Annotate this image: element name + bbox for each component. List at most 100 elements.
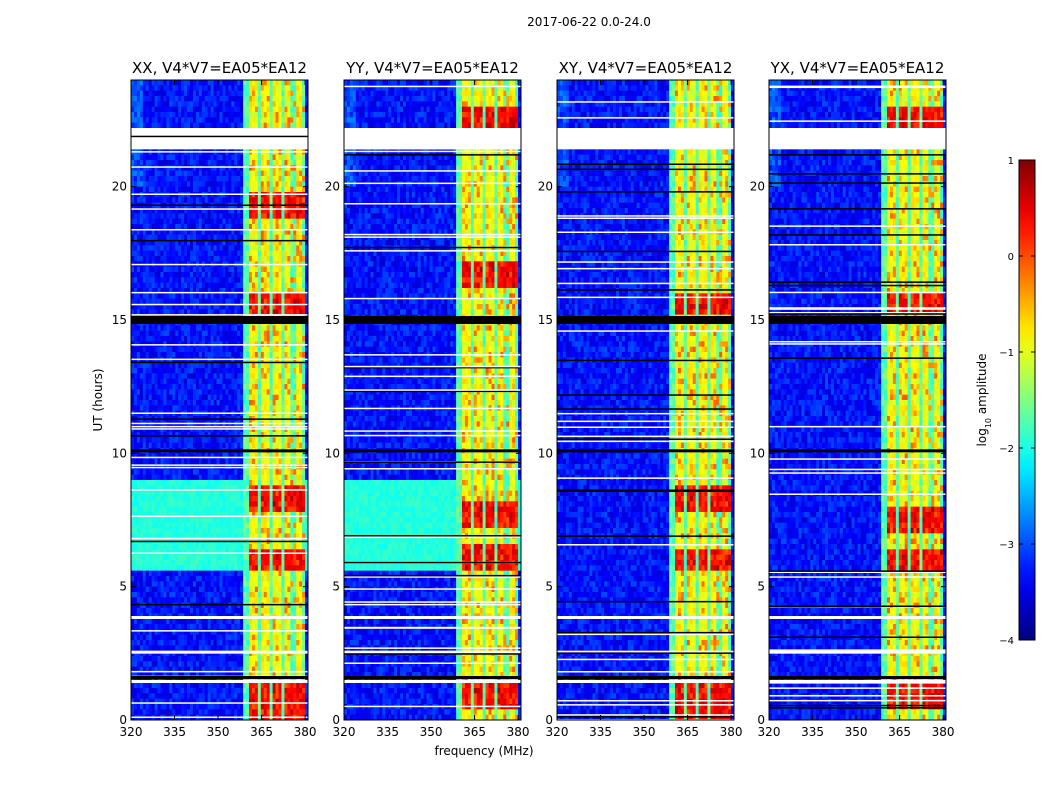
heatmap-cell — [145, 181, 150, 188]
heatmap-cell — [198, 405, 203, 412]
heatmap-cell — [216, 186, 220, 193]
heatmap-cell — [293, 336, 297, 342]
heatmap-cell — [287, 117, 291, 124]
heatmap-cell — [284, 362, 288, 369]
heatmap-cell — [243, 394, 247, 401]
heatmap-cell — [142, 512, 147, 518]
heatmap-cell — [195, 506, 200, 513]
heatmap-cell — [219, 453, 223, 460]
heatmap-cell — [251, 330, 256, 337]
heatmap-cell — [251, 512, 256, 518]
heatmap-cell — [178, 490, 182, 497]
heatmap-cell — [201, 266, 206, 273]
heatmap-cell — [254, 373, 259, 380]
heatmap-cell — [184, 309, 188, 316]
heatmap-cell — [216, 245, 220, 252]
heatmap-cell — [219, 80, 223, 86]
heatmap-cell — [216, 346, 220, 353]
heatmap-cell — [281, 458, 285, 465]
heatmap-cell — [172, 101, 176, 108]
heatmap-cell — [139, 229, 144, 236]
heatmap-cell — [184, 122, 188, 129]
heatmap-cell — [139, 384, 144, 390]
heatmap-cell — [278, 293, 282, 300]
heatmap-cell — [192, 80, 197, 86]
heatmap-cell — [254, 352, 259, 358]
heatmap-cell — [190, 101, 194, 108]
heatmap-cell — [260, 112, 265, 118]
heatmap-cell — [216, 197, 220, 204]
heatmap-cell — [136, 181, 141, 188]
heatmap-cell — [305, 304, 308, 310]
heatmap-cell — [249, 154, 253, 161]
heatmap-cell — [145, 101, 150, 108]
heatmap-cell — [219, 208, 223, 214]
heatmap-cell — [260, 101, 265, 108]
heatmap-cell — [237, 490, 241, 497]
heatmap-cell — [207, 181, 212, 188]
heatmap-cell — [234, 272, 238, 278]
heatmap-cell — [260, 96, 265, 102]
heatmap-cell — [139, 90, 144, 97]
heatmap-cell — [222, 512, 226, 518]
heatmap-cell — [154, 394, 158, 401]
heatmap-cell — [187, 480, 191, 486]
heatmap-cell — [163, 506, 167, 513]
heatmap-cell — [213, 517, 217, 524]
heatmap-cell — [169, 256, 173, 262]
heatmap-cell — [187, 432, 191, 438]
heatmap-cell — [287, 352, 291, 358]
heatmap-cell — [246, 405, 250, 412]
heatmap-cell — [237, 160, 241, 166]
heatmap-cell — [293, 240, 297, 246]
heatmap-cell — [305, 165, 308, 172]
heatmap-cell — [181, 85, 185, 92]
heatmap-cell — [151, 256, 155, 262]
heatmap-cell — [151, 101, 155, 108]
heatmap-cell — [260, 85, 265, 92]
heatmap-cell — [136, 240, 141, 246]
heatmap-cell — [190, 437, 194, 444]
heatmap-cell — [305, 480, 308, 486]
heatmap-cell — [237, 245, 241, 252]
heatmap-cell — [272, 85, 276, 92]
heatmap-cell — [198, 218, 203, 225]
heatmap-cell — [142, 90, 147, 97]
heatmap-cell — [290, 330, 294, 337]
heatmap-cell — [145, 160, 150, 166]
heatmap-cell — [257, 485, 262, 492]
heatmap-cell — [133, 240, 138, 246]
heatmap-cell — [157, 442, 161, 449]
heatmap-cell — [254, 453, 259, 460]
heatmap-cell — [190, 282, 194, 289]
heatmap-cell — [216, 112, 220, 118]
heatmap-cell — [305, 117, 308, 124]
heatmap-cell — [187, 122, 191, 129]
heatmap-cell — [240, 389, 244, 396]
heatmap-cell — [293, 165, 297, 172]
heatmap-cell — [228, 480, 232, 486]
heatmap-cell — [290, 272, 294, 278]
heatmap-cell — [213, 330, 217, 337]
heatmap-cell — [284, 106, 288, 113]
heatmap-cell — [246, 432, 250, 438]
heatmap-cell — [290, 256, 294, 262]
heatmap-cell — [228, 330, 232, 337]
heatmap-cell — [243, 256, 247, 262]
heatmap-cell — [204, 117, 209, 124]
heatmap-cell — [290, 506, 294, 513]
heatmap-cell — [251, 85, 256, 92]
heatmap-cell — [145, 106, 150, 113]
heatmap-cell — [284, 181, 288, 188]
heatmap-cell — [263, 458, 268, 465]
heatmap-cell — [228, 80, 232, 86]
heatmap-cell — [305, 250, 308, 257]
heatmap-cell — [204, 384, 209, 390]
heatmap-cell — [192, 218, 197, 225]
heatmap-cell — [305, 85, 308, 92]
heatmap-cell — [222, 453, 226, 460]
heatmap-cell — [195, 405, 200, 412]
heatmap-cell — [184, 85, 188, 92]
heatmap-cell — [172, 80, 176, 86]
heatmap-cell — [302, 224, 306, 230]
